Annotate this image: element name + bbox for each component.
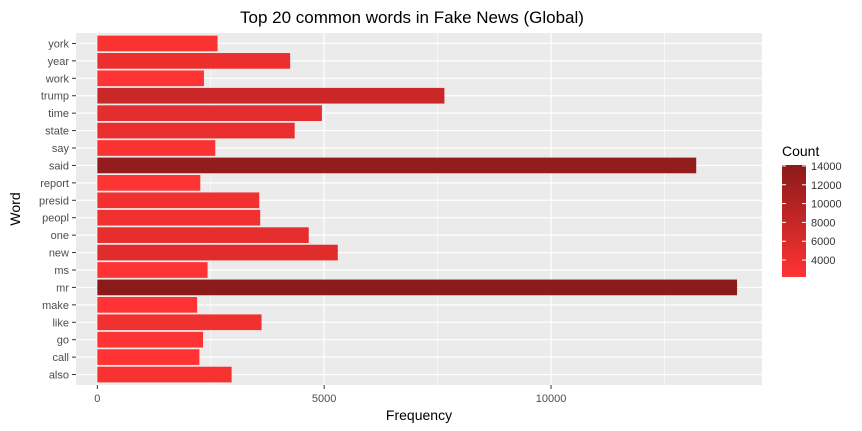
y-axis-ticks: york year work trump time state say said report p…: [39, 38, 76, 382]
legend-tick-label: 8000: [811, 217, 835, 229]
y-axis-label: Word: [7, 192, 23, 225]
y-tick-label: one: [51, 230, 69, 242]
y-tick-label: also: [49, 370, 69, 382]
bar-mr: [97, 279, 738, 296]
legend-tick-label: 14000: [811, 161, 842, 173]
y-tick-label: said: [49, 160, 69, 172]
y-tick-label: make: [42, 300, 69, 312]
bar-peopl: [97, 209, 261, 226]
y-tick-label: report: [40, 178, 69, 190]
bar-new: [97, 244, 338, 261]
bar-also: [97, 366, 232, 383]
y-tick-label: new: [49, 248, 69, 260]
x-axis-label: Frequency: [386, 407, 452, 423]
bar-presid: [97, 192, 260, 209]
bar-time: [97, 105, 322, 121]
legend-tick-label: 12000: [811, 180, 842, 192]
bar-go: [97, 331, 204, 348]
y-tick-label: like: [52, 317, 69, 329]
bar-trump: [97, 87, 445, 104]
legend-colorbar: [782, 165, 806, 277]
bar-like: [97, 314, 262, 331]
y-tick-label: state: [45, 126, 69, 138]
y-tick-label: call: [52, 352, 69, 364]
y-tick-label: york: [48, 38, 69, 50]
y-tick-label: time: [48, 108, 69, 120]
bar-report: [97, 175, 201, 191]
y-tick-label: ms: [54, 265, 69, 277]
bar-work: [97, 70, 204, 87]
bar-one: [97, 227, 309, 243]
legend-title: Count: [782, 143, 819, 159]
y-tick-label: trump: [41, 91, 69, 103]
bar-york: [97, 35, 218, 52]
bar-state: [97, 122, 295, 139]
y-tick-label: presid: [39, 195, 69, 207]
x-tick-label: 10000: [536, 393, 567, 405]
legend-tick-label: 6000: [811, 236, 835, 248]
legend-tick-label: 10000: [811, 199, 842, 211]
bar-say: [97, 140, 216, 156]
legend-ticks: 4000 6000 8000 10000 12000 14000: [782, 161, 842, 267]
legend-tick-label: 4000: [811, 255, 835, 267]
y-tick-label: peopl: [42, 213, 69, 225]
bars: [97, 35, 738, 383]
y-tick-label: work: [45, 73, 70, 85]
y-tick-label: go: [57, 335, 69, 347]
x-tick-label: 5000: [312, 393, 336, 405]
chart-title: Top 20 common words in Fake News (Global…: [240, 8, 584, 27]
bar-said: [97, 157, 697, 174]
bar-year: [97, 53, 291, 69]
y-tick-label: year: [48, 56, 70, 68]
legend: Count 4000 6000 8000 10000 12000 14000: [782, 143, 842, 277]
bar-ms: [97, 262, 208, 278]
y-tick-label: say: [52, 143, 70, 155]
y-tick-label: mr: [56, 282, 69, 294]
x-axis-ticks: 0 5000 10000: [94, 385, 566, 405]
bar-call: [97, 349, 200, 365]
x-tick-label: 0: [94, 393, 100, 405]
bar-make: [97, 297, 198, 313]
